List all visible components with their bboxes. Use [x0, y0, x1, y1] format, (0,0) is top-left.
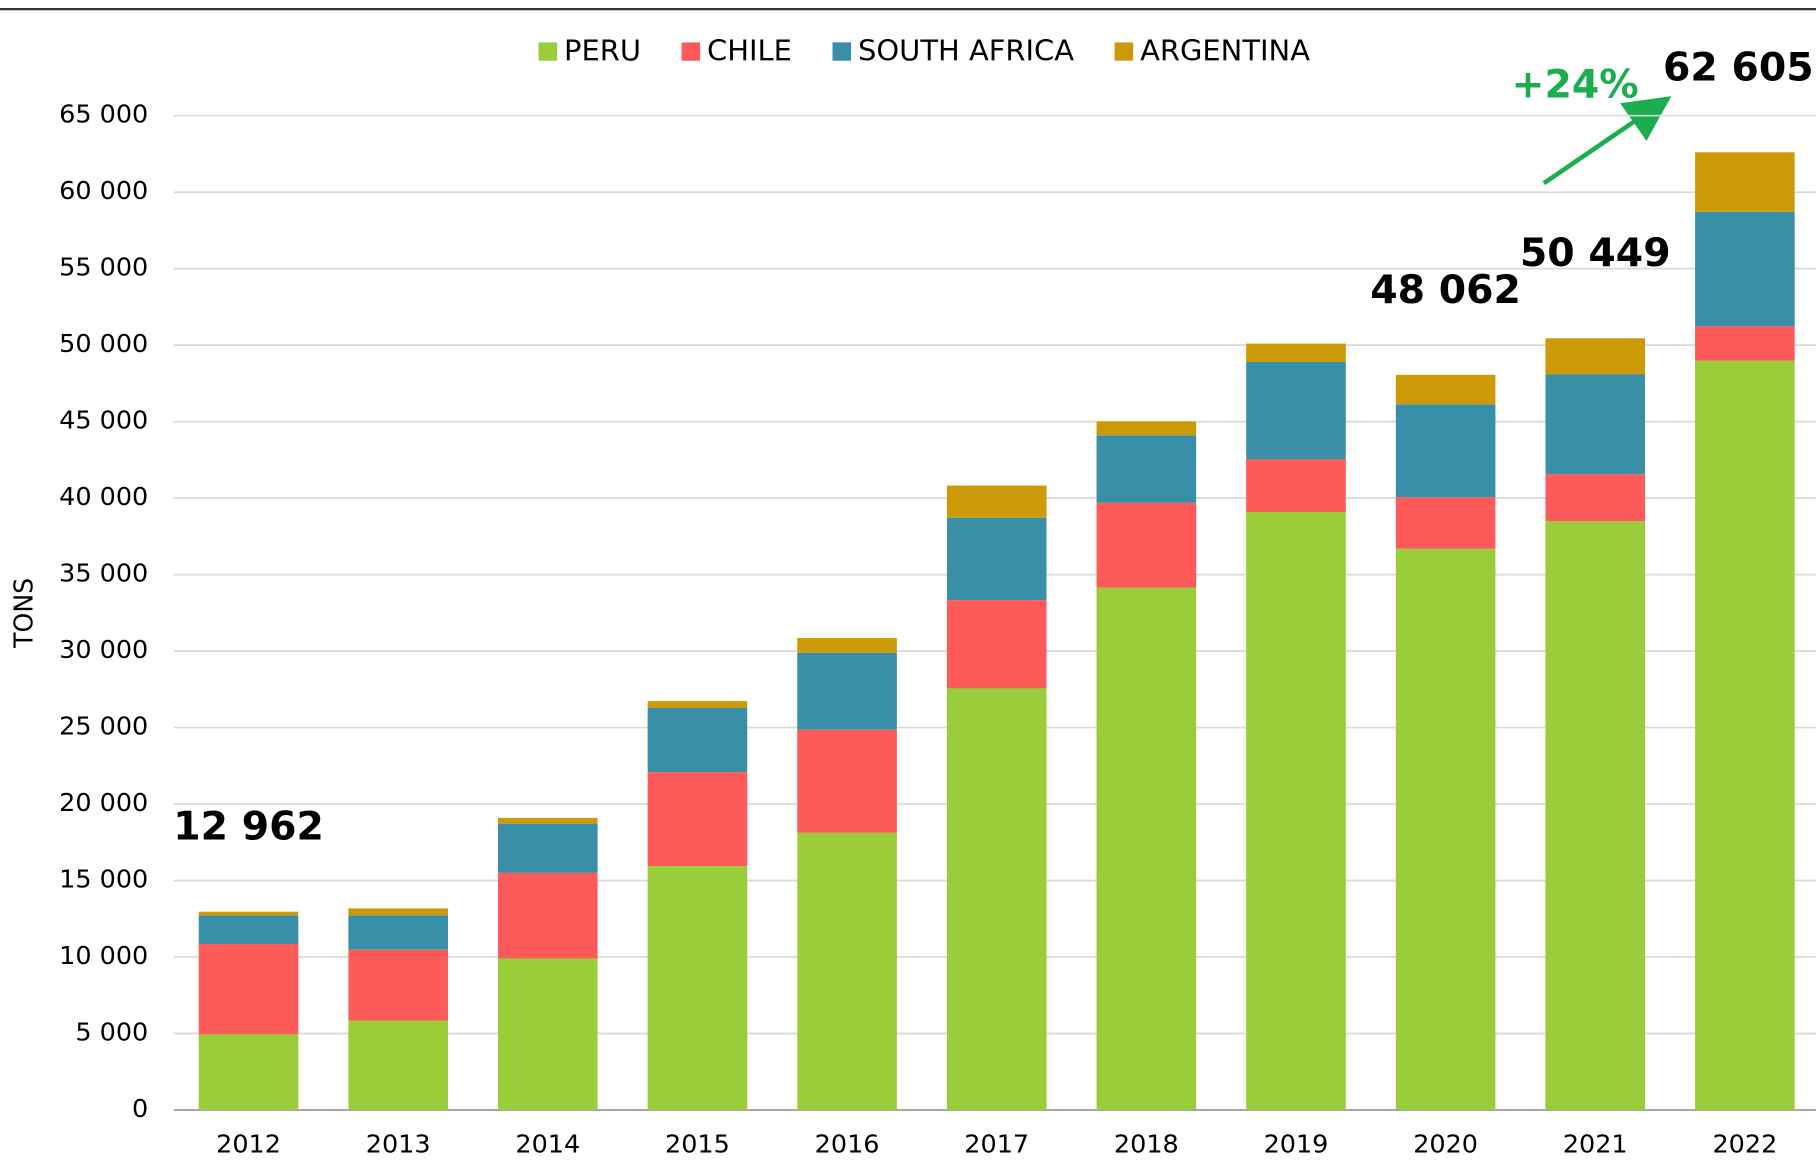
bar-segment — [797, 832, 897, 1110]
total-label: 50 449 — [1520, 231, 1671, 276]
y-tick-label: 0 — [132, 1093, 148, 1123]
legend-label: ARGENTINA — [1140, 34, 1310, 68]
y-tick-label: 50 000 — [59, 328, 148, 358]
bar-segment — [1695, 326, 1795, 361]
bar-segment — [348, 908, 448, 916]
x-tick-label: 2020 — [1413, 1129, 1478, 1159]
bar-segment — [348, 915, 448, 950]
total-label: 12 962 — [173, 805, 324, 850]
y-tick-label: 40 000 — [59, 481, 148, 511]
bar-segment — [647, 707, 748, 773]
bar-segment — [198, 944, 299, 1035]
bar-segment — [1695, 152, 1795, 212]
growth-label: +24% — [1511, 63, 1638, 108]
bar-segment — [198, 915, 299, 945]
bar-segment — [1395, 404, 1496, 498]
y-tick-label: 15 000 — [59, 864, 148, 894]
x-tick-label: 2021 — [1563, 1129, 1628, 1159]
x-tick-label: 2013 — [366, 1129, 431, 1159]
bar-segment — [1395, 548, 1496, 1110]
legend-label: SOUTH AFRICA — [858, 34, 1074, 68]
y-tick-label: 5 000 — [75, 1017, 148, 1047]
bar-segment — [647, 772, 748, 867]
y-tick-label: 25 000 — [59, 711, 148, 741]
bar-segment — [1395, 497, 1496, 549]
x-tick-label: 2014 — [515, 1129, 580, 1159]
x-tick-label: 2018 — [1114, 1129, 1179, 1159]
bar-segment — [1695, 211, 1795, 327]
legend-swatch — [832, 42, 852, 61]
x-tick-label: 2015 — [665, 1129, 730, 1159]
x-tick-label: 2022 — [1712, 1129, 1777, 1159]
bar-segment — [498, 823, 598, 873]
bar-segment — [1096, 421, 1197, 436]
y-axis-label: TONS — [8, 578, 38, 649]
bar-segment — [1395, 374, 1496, 405]
y-tick-label: 45 000 — [59, 405, 148, 435]
bar-segment — [797, 638, 897, 653]
bar-segment — [797, 729, 897, 833]
bar-segment — [1545, 474, 1646, 522]
y-tick-label: 35 000 — [59, 558, 148, 588]
bar-segment — [946, 517, 1047, 601]
bar-segment — [1695, 360, 1795, 1110]
legend-swatch — [538, 42, 558, 61]
y-tick-label: 10 000 — [59, 940, 148, 970]
x-tick-label: 2017 — [964, 1129, 1029, 1159]
bar-segment — [1096, 435, 1197, 503]
bar-segment — [1246, 512, 1346, 1110]
bar-segment — [198, 1034, 299, 1110]
y-tick-label: 55 000 — [59, 252, 148, 282]
bar-segment — [1246, 343, 1346, 362]
legend-swatch — [681, 42, 701, 61]
bar-segment — [1246, 361, 1346, 460]
bar-segment — [1545, 374, 1646, 475]
bar-segment — [498, 958, 598, 1110]
total-label: 62 605 — [1663, 45, 1814, 90]
y-tick-label: 60 000 — [59, 175, 148, 205]
legend-swatch — [1114, 42, 1134, 61]
bar-segment — [647, 701, 748, 708]
legend-label: CHILE — [707, 34, 792, 68]
bar-segment — [647, 866, 748, 1110]
bar-segment — [498, 817, 598, 824]
x-tick-label: 2012 — [216, 1129, 281, 1159]
x-tick-label: 2019 — [1264, 1129, 1329, 1159]
bar-segment — [1545, 521, 1646, 1110]
bar-segment — [198, 911, 299, 916]
bar-segment — [348, 1020, 448, 1110]
bar-segment — [946, 600, 1047, 689]
bar-segment — [1246, 459, 1346, 513]
bar-segment — [946, 485, 1047, 518]
total-label: 48 062 — [1370, 268, 1521, 313]
bar-segment — [797, 652, 897, 730]
bar-segment — [348, 949, 448, 1021]
bar-segment — [1096, 502, 1197, 588]
growth-arrow — [1542, 96, 1672, 186]
bar-segment — [1545, 338, 1646, 375]
x-tick-label: 2016 — [815, 1129, 880, 1159]
legend-label: PERU — [564, 34, 641, 68]
y-tick-label: 65 000 — [59, 99, 148, 129]
bar-segment — [498, 872, 598, 959]
bar-segment — [1096, 587, 1197, 1110]
y-tick-label: 30 000 — [59, 634, 148, 664]
bar-segment — [946, 688, 1047, 1110]
y-tick-label: 20 000 — [59, 787, 148, 817]
